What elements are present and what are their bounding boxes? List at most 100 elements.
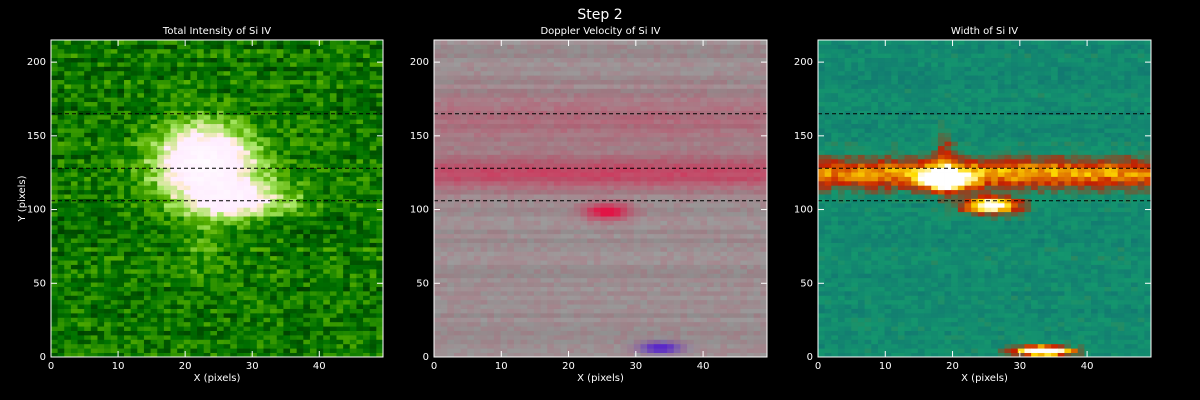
heatmap-cell: [51, 88, 58, 93]
heatmap-cell: [467, 300, 474, 305]
heatmap-cell: [64, 260, 71, 265]
heatmap-cell: [376, 44, 383, 49]
heatmap-cell: [104, 102, 111, 107]
heatmap-cell: [481, 181, 488, 186]
heatmap-cell: [250, 154, 257, 159]
heatmap-cell: [250, 221, 257, 226]
heatmap-cell: [527, 181, 534, 186]
heatmap-cell: [230, 221, 237, 226]
heatmap-cell: [514, 212, 521, 217]
heatmap-cell: [283, 172, 290, 177]
heatmap-cell: [547, 335, 554, 340]
heatmap-cell: [514, 282, 521, 287]
heatmap-cell: [84, 80, 91, 85]
heatmap-cell: [310, 291, 317, 296]
heatmap-cell: [343, 269, 350, 274]
heatmap-cell: [376, 322, 383, 327]
heatmap-cell: [71, 66, 78, 71]
heatmap-cell: [494, 159, 501, 164]
heatmap-cell: [290, 190, 297, 195]
heatmap-cell: [157, 71, 164, 76]
heatmap-cell: [184, 300, 191, 305]
heatmap-cell: [297, 132, 304, 137]
heatmap-cell: [250, 260, 257, 265]
heatmap-cell: [230, 251, 237, 256]
heatmap-cell: [547, 66, 554, 71]
heatmap-cell: [337, 44, 344, 49]
heatmap-cell: [230, 203, 237, 208]
heatmap-cell: [541, 58, 548, 63]
heatmap-cell: [277, 207, 284, 212]
heatmap-cell: [323, 269, 330, 274]
heatmap-cell: [303, 234, 310, 239]
heatmap-cell: [237, 185, 244, 190]
heatmap-cell: [323, 159, 330, 164]
heatmap-cell: [487, 49, 494, 54]
heatmap-cell: [217, 273, 224, 278]
heatmap-cell: [487, 146, 494, 151]
heatmap-cell: [481, 313, 488, 318]
heatmap-cell: [217, 203, 224, 208]
heatmap-cell: [481, 128, 488, 133]
heatmap-cell: [290, 71, 297, 76]
heatmap-cell: [58, 97, 65, 102]
heatmap-cell: [244, 75, 251, 80]
heatmap-cell: [51, 260, 58, 265]
heatmap-cell: [184, 278, 191, 283]
heatmap-cell: [171, 265, 178, 270]
heatmap-cell: [343, 163, 350, 168]
heatmap-cell: [111, 212, 118, 217]
heatmap-cell: [270, 238, 277, 243]
heatmap-cell: [303, 141, 310, 146]
heatmap-cell: [474, 247, 481, 252]
heatmap-cell: [350, 243, 357, 248]
heatmap-cell: [84, 190, 91, 195]
heatmap-cell: [283, 176, 290, 181]
heatmap-cell: [547, 159, 554, 164]
heatmap-cell: [124, 216, 131, 221]
heatmap-cell: [337, 322, 344, 327]
heatmap-cell: [104, 71, 111, 76]
heatmap-cell: [277, 317, 284, 322]
heatmap-cell: [244, 203, 251, 208]
heatmap-cell: [283, 106, 290, 111]
heatmap-cell: [164, 141, 171, 146]
heatmap-cell: [230, 317, 237, 322]
heatmap-cell: [310, 137, 317, 142]
heatmap-cell: [461, 176, 468, 181]
heatmap-cell: [487, 256, 494, 261]
heatmap-cell: [84, 247, 91, 252]
heatmap-cell: [104, 225, 111, 230]
heatmap-cell: [310, 66, 317, 71]
heatmap-cell: [171, 97, 178, 102]
heatmap-cell: [84, 93, 91, 98]
heatmap-cell: [290, 194, 297, 199]
heatmap-cell: [481, 150, 488, 155]
heatmap-cell: [434, 84, 441, 89]
heatmap-cell: [467, 194, 474, 199]
heatmap-cell: [521, 132, 528, 137]
heatmap-cell: [474, 80, 481, 85]
heatmap-cell: [197, 154, 204, 159]
heatmap-cell: [303, 66, 310, 71]
heatmap-cell: [58, 212, 65, 217]
heatmap-cell: [91, 97, 98, 102]
heatmap-cell: [447, 185, 454, 190]
heatmap-cell: [554, 150, 561, 155]
heatmap-cell: [210, 256, 217, 261]
heatmap-cell: [356, 119, 363, 124]
heatmap-cell: [474, 97, 481, 102]
heatmap-cell: [190, 291, 197, 296]
heatmap-cell: [237, 238, 244, 243]
heatmap-cell: [51, 163, 58, 168]
heatmap-cell: [534, 339, 541, 344]
heatmap-cell: [277, 146, 284, 151]
heatmap-cell: [144, 137, 151, 142]
heatmap-cell: [184, 93, 191, 98]
heatmap-cell: [541, 53, 548, 58]
heatmap-cell: [350, 58, 357, 63]
heatmap-cell: [547, 110, 554, 115]
heatmap-cell: [541, 295, 548, 300]
heatmap-cell: [376, 339, 383, 344]
heatmap-cell: [277, 203, 284, 208]
